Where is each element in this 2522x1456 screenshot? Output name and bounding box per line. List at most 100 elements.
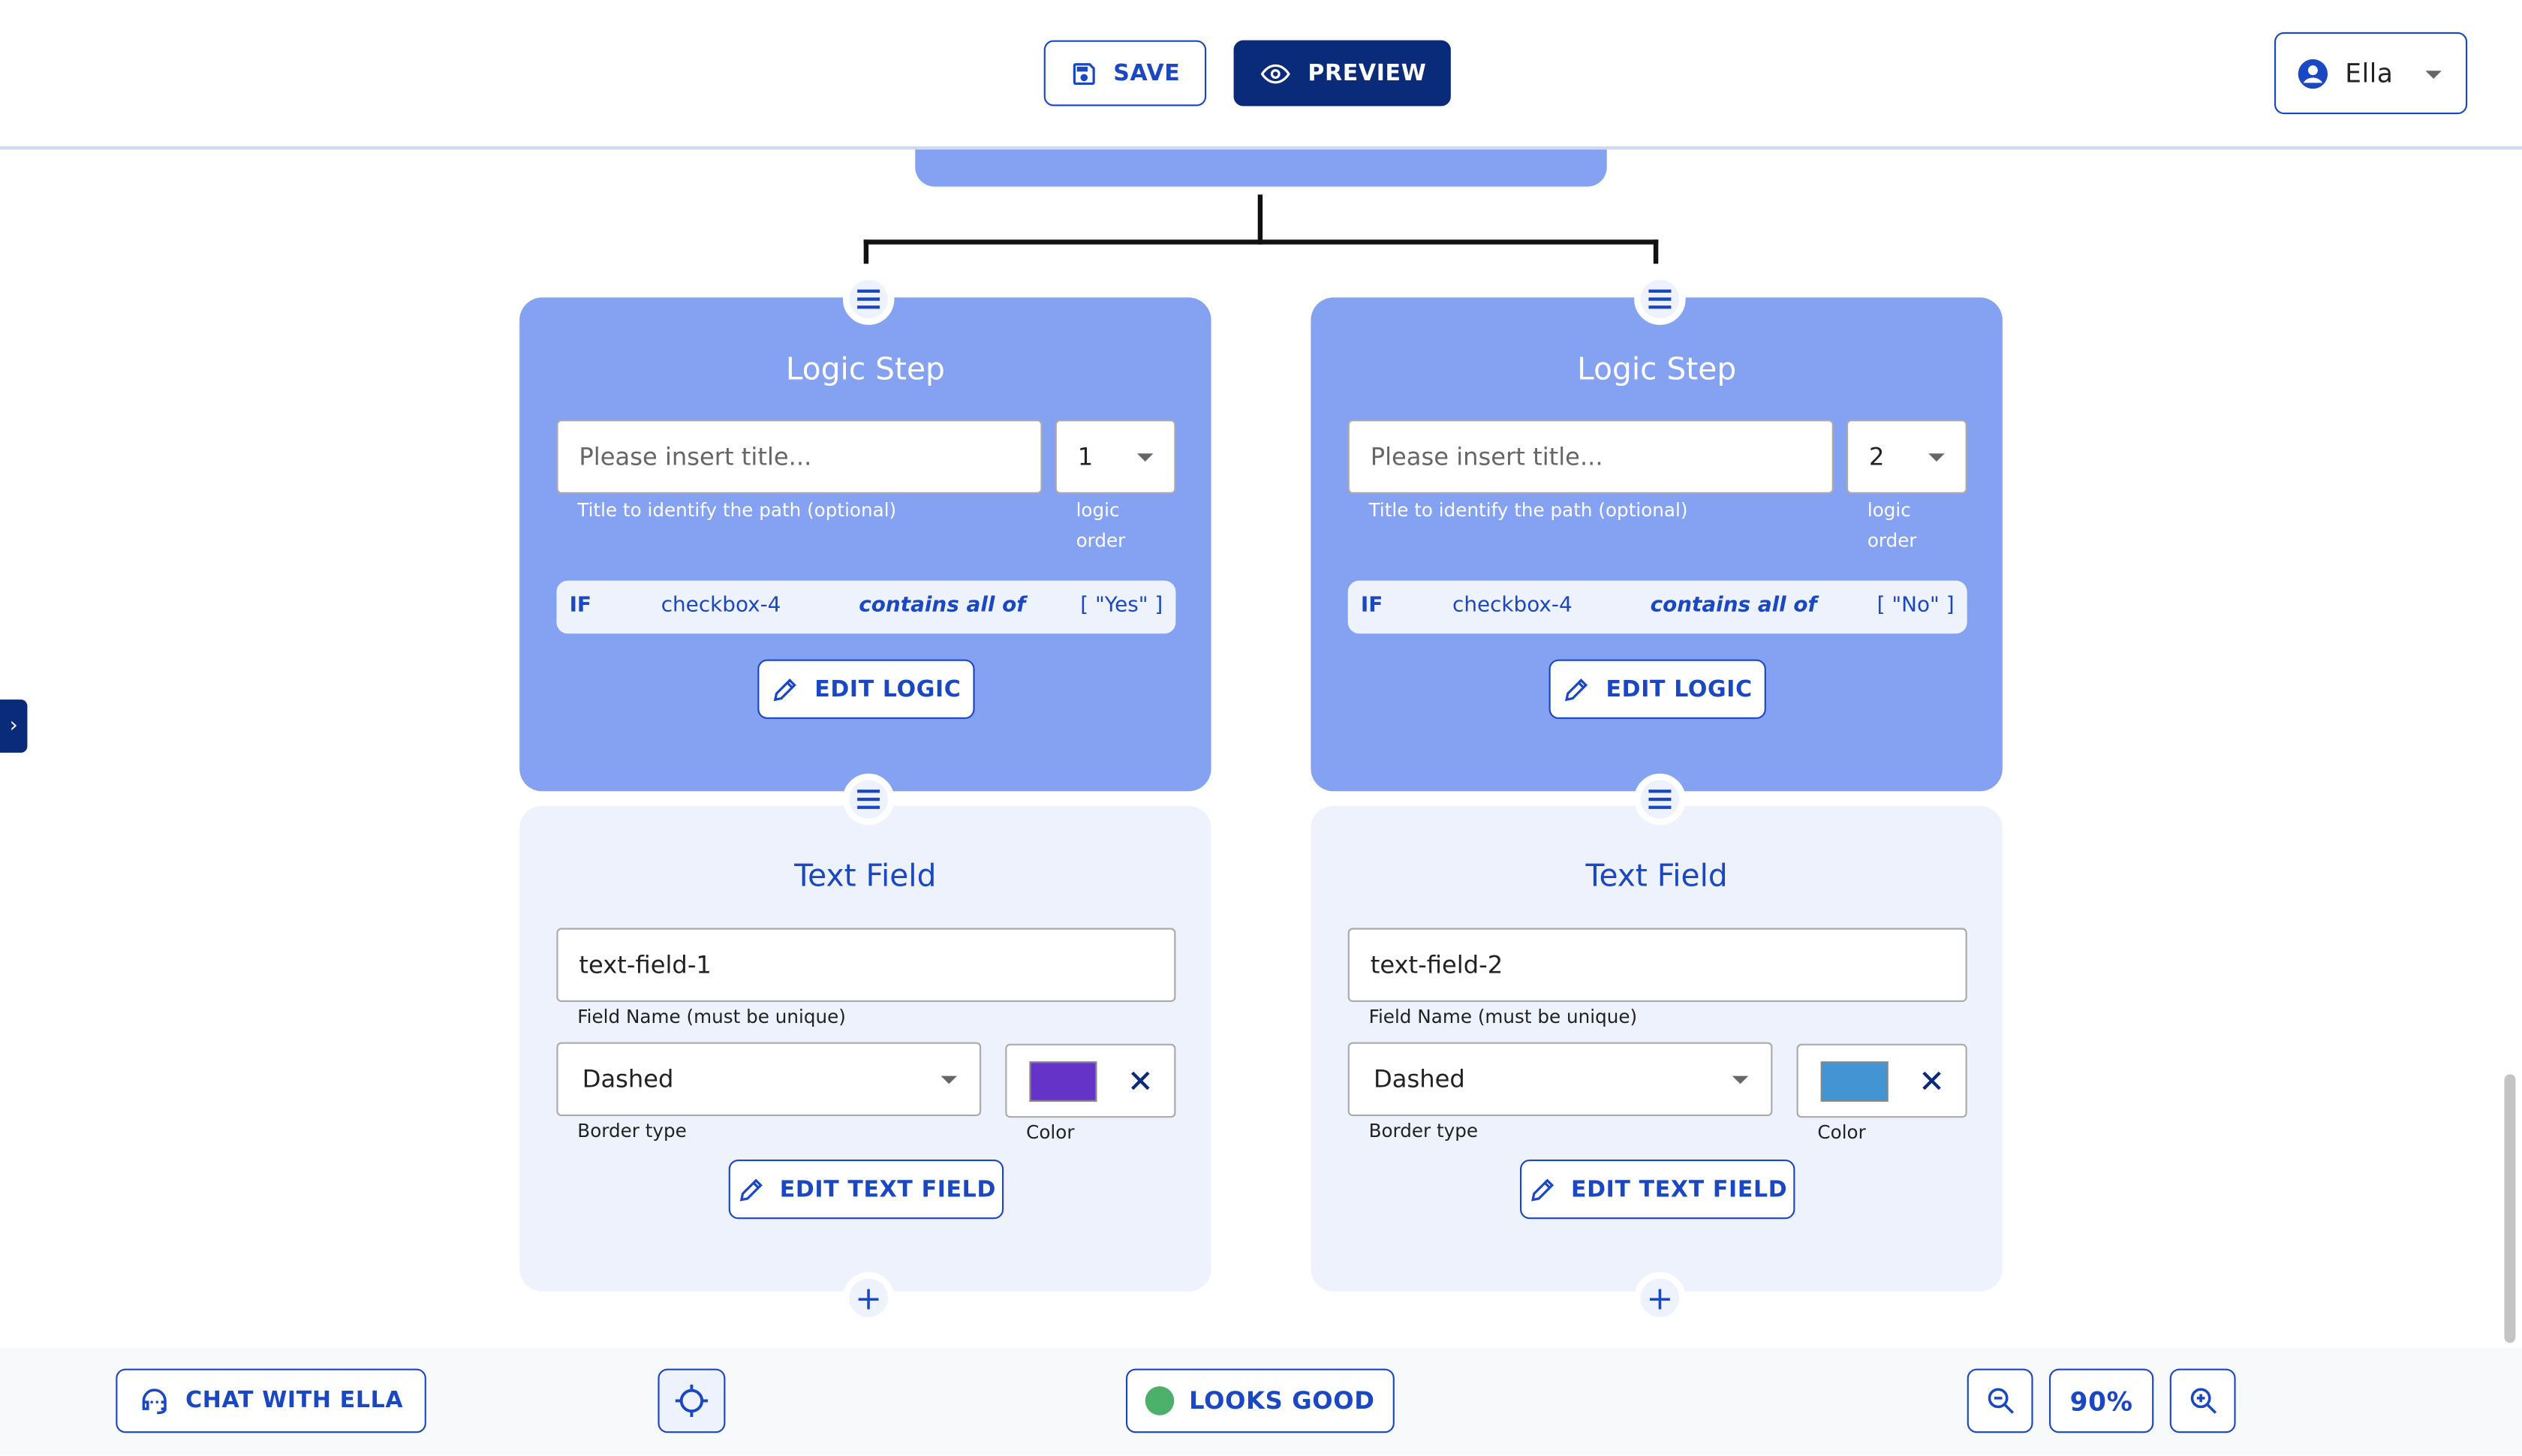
path-title-helper: Title to identify the path (optional) <box>1368 498 1688 522</box>
field-name-value: text-field-2 <box>1370 950 1503 979</box>
condition-row: IF checkbox-4 contains all of [ "No" ] <box>1347 580 1967 634</box>
edit-logic-label: EDIT LOGIC <box>1606 676 1753 702</box>
logic-order-helper: logic order <box>1867 495 1917 556</box>
edit-text-field-label: EDIT TEXT FIELD <box>779 1176 996 1202</box>
edit-text-field-label: EDIT TEXT FIELD <box>1571 1176 1788 1202</box>
preview-label: PREVIEW <box>1308 60 1427 86</box>
text-field-card: Text Field text-field-2 Field Name (must… <box>1311 805 2003 1292</box>
drag-menu-icon <box>1648 790 1672 809</box>
border-type-select[interactable]: Dashed <box>1347 1042 1773 1117</box>
path-title-input[interactable]: Please insert title... <box>556 420 1043 494</box>
chevron-right-icon: › <box>9 714 18 739</box>
chevron-down-icon <box>1137 453 1154 462</box>
text-field-title: Text Field <box>794 859 937 895</box>
border-type-helper: Border type <box>1368 1119 1479 1142</box>
field-name-input[interactable]: text-field-2 <box>1347 928 1967 1002</box>
add-step-button[interactable]: + <box>1634 1272 1686 1324</box>
chat-with-ella-button[interactable]: CHAT WITH ELLA <box>116 1368 426 1433</box>
edit-text-field-button[interactable]: EDIT TEXT FIELD <box>1519 1160 1795 1220</box>
border-type-helper: Border type <box>577 1119 687 1142</box>
border-type-value: Dashed <box>582 1064 674 1094</box>
logic-order-value: 2 <box>1869 442 1885 471</box>
preview-button[interactable]: PREVIEW <box>1233 40 1451 107</box>
chevron-down-icon <box>1928 453 1945 462</box>
save-icon <box>1073 62 1096 84</box>
border-type-select[interactable]: Dashed <box>556 1042 982 1117</box>
chevron-down-icon <box>2425 71 2442 79</box>
condition-operator: contains all of <box>1650 593 1817 618</box>
color-swatch[interactable] <box>1029 1060 1097 1101</box>
zoom-out-button[interactable] <box>1967 1368 2033 1433</box>
chevron-down-icon <box>1732 1075 1749 1084</box>
color-picker[interactable] <box>1005 1043 1176 1118</box>
drag-handle[interactable] <box>1634 273 1686 325</box>
path-title-helper: Title to identify the path (optional) <box>577 498 897 522</box>
bottom-toolbar: CHAT WITH ELLA LOOKS GOOD 90% <box>0 1347 2522 1456</box>
recenter-button[interactable] <box>658 1368 726 1433</box>
logic-order-select[interactable]: 2 <box>1846 420 1967 494</box>
clear-color-icon[interactable] <box>1921 1069 1943 1092</box>
status-button[interactable]: LOOKS GOOD <box>1126 1368 1395 1433</box>
plus-icon: + <box>1646 1278 1674 1317</box>
drag-handle[interactable] <box>842 273 895 325</box>
save-label: SAVE <box>1113 60 1181 86</box>
user-avatar-icon <box>2298 58 2328 89</box>
connector-line <box>1257 194 1263 245</box>
drag-handle[interactable] <box>842 773 895 826</box>
condition-field: checkbox-4 <box>1452 593 1572 618</box>
connector-line <box>863 239 1659 245</box>
edit-logic-button[interactable]: EDIT LOGIC <box>1548 659 1766 719</box>
text-field-title: Text Field <box>1585 859 1728 895</box>
path-title-placeholder: Please insert title... <box>1370 442 1603 471</box>
chat-label: CHAT WITH ELLA <box>185 1388 404 1414</box>
logic-step-card: Logic Step Please insert title... Title … <box>519 297 1211 792</box>
field-name-helper: Field Name (must be unique) <box>577 1005 846 1028</box>
chevron-down-icon <box>940 1075 957 1084</box>
logic-order-value: 1 <box>1077 442 1094 471</box>
path-title-placeholder: Please insert title... <box>579 442 812 471</box>
condition-field: checkbox-4 <box>661 593 781 618</box>
edit-text-field-button[interactable]: EDIT TEXT FIELD <box>728 1160 1004 1220</box>
scrollbar-thumb[interactable] <box>2504 1074 2516 1343</box>
condition-row: IF checkbox-4 contains all of [ "Yes" ] <box>556 580 1176 634</box>
drag-handle[interactable] <box>1634 773 1686 826</box>
color-helper: Color <box>1026 1121 1075 1144</box>
sidebar-expand-toggle[interactable]: › <box>0 699 28 753</box>
clear-color-icon[interactable] <box>1129 1069 1151 1092</box>
zoom-level[interactable]: 90% <box>2049 1368 2154 1433</box>
color-picker[interactable] <box>1796 1043 1967 1118</box>
save-button[interactable]: SAVE <box>1043 40 1207 107</box>
text-field-card: Text Field text-field-1 Field Name (must… <box>519 805 1211 1292</box>
top-toolbar: SAVE PREVIEW Ella <box>0 0 2522 150</box>
zoom-in-button[interactable] <box>2169 1368 2236 1433</box>
logic-order-helper-line: order <box>1076 529 1126 552</box>
plus-icon: + <box>855 1278 883 1317</box>
zoom-level-value: 90% <box>2069 1385 2133 1416</box>
field-name-value: text-field-1 <box>579 950 712 979</box>
logic-order-select[interactable]: 1 <box>1055 420 1176 494</box>
color-helper: Color <box>1817 1121 1866 1144</box>
connector-line <box>863 239 869 264</box>
path-title-input[interactable]: Please insert title... <box>1347 420 1834 494</box>
color-swatch[interactable] <box>1820 1060 1888 1101</box>
parent-step-block <box>915 149 1607 187</box>
pencil-icon <box>1530 1178 1554 1201</box>
status-label: LOOKS GOOD <box>1189 1386 1375 1415</box>
border-type-value: Dashed <box>1374 1064 1465 1094</box>
pencil-icon <box>774 678 797 701</box>
logic-order-helper: logic order <box>1076 495 1126 556</box>
if-keyword: IF <box>569 593 591 618</box>
user-name: Ella <box>2345 58 2394 89</box>
logic-step-title: Logic Step <box>1577 352 1737 388</box>
zoom-out-icon <box>1987 1388 2013 1414</box>
user-menu[interactable]: Ella <box>2274 32 2468 115</box>
edit-logic-label: EDIT LOGIC <box>814 676 962 702</box>
logic-order-helper-line: logic <box>1076 498 1120 522</box>
field-name-helper: Field Name (must be unique) <box>1368 1005 1638 1028</box>
field-name-input[interactable]: text-field-1 <box>556 928 1176 1002</box>
zoom-in-icon <box>2189 1388 2216 1414</box>
logic-order-helper-line: logic <box>1867 498 1911 522</box>
edit-logic-button[interactable]: EDIT LOGIC <box>757 659 975 719</box>
add-step-button[interactable]: + <box>842 1272 895 1324</box>
pencil-icon <box>739 1178 763 1201</box>
